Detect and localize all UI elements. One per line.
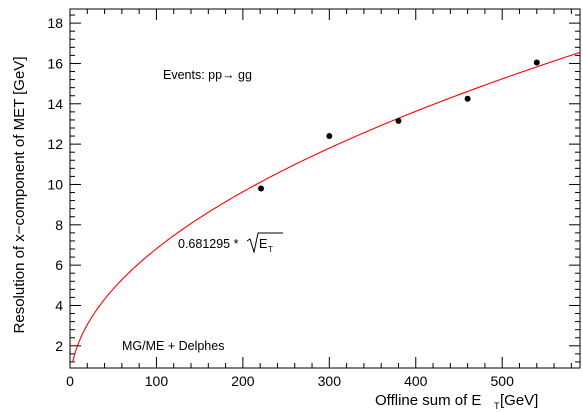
y-tick-label: 8: [55, 217, 63, 233]
y-tick-label: 16: [47, 55, 63, 71]
x-tick-label: 0: [66, 373, 74, 389]
fit-label-var: E: [259, 237, 267, 251]
y-tick-label: 10: [47, 176, 63, 192]
events-annotation: Events: pp→ gg: [163, 68, 252, 82]
fit-label-sub: T: [268, 245, 273, 254]
data-points: [258, 59, 540, 192]
x-tick-label: 200: [231, 373, 255, 389]
y-tick-label: 14: [47, 96, 63, 112]
x-axis-label: Offline sum of E T [GeV]: [375, 392, 538, 411]
data-point: [395, 117, 402, 124]
fit-curve: [72, 51, 581, 363]
x-axis-label-sub: T: [494, 401, 500, 411]
y-tick-label: 12: [47, 136, 63, 152]
x-axis-label-unit: [GeV]: [500, 392, 538, 409]
plot-frame: [69, 8, 581, 369]
x-tick-label: 300: [318, 373, 342, 389]
x-tick-label: 100: [145, 373, 169, 389]
y-tick-label: 2: [55, 338, 63, 354]
y-axis-label: Resolution of x−component of MET [GeV]: [11, 57, 28, 334]
x-axis-ticks: [69, 9, 572, 368]
x-axis-tick-labels: 0 100 200 300 400 500: [66, 373, 514, 389]
x-axis-label-main: Offline sum of E: [375, 392, 481, 409]
fit-label-prefix: 0.681295 *: [178, 237, 239, 251]
y-tick-label: 6: [55, 257, 63, 273]
sqrt-symbol: [246, 232, 283, 254]
y-tick-label: 18: [47, 15, 63, 31]
generator-annotation: MG/ME + Delphes: [122, 339, 224, 353]
x-tick-label: 400: [404, 373, 428, 389]
y-tick-label: 4: [55, 297, 63, 313]
y-axis-tick-labels: 2 4 6 8 10 12 14 16 18: [47, 15, 63, 354]
data-point: [326, 133, 333, 140]
data-point: [533, 59, 540, 66]
data-point: [258, 185, 265, 192]
fit-label: 0.681295 * E T: [178, 232, 283, 254]
y-axis-ticks: [70, 14, 580, 363]
data-point: [464, 95, 471, 102]
x-tick-label: 500: [491, 373, 515, 389]
